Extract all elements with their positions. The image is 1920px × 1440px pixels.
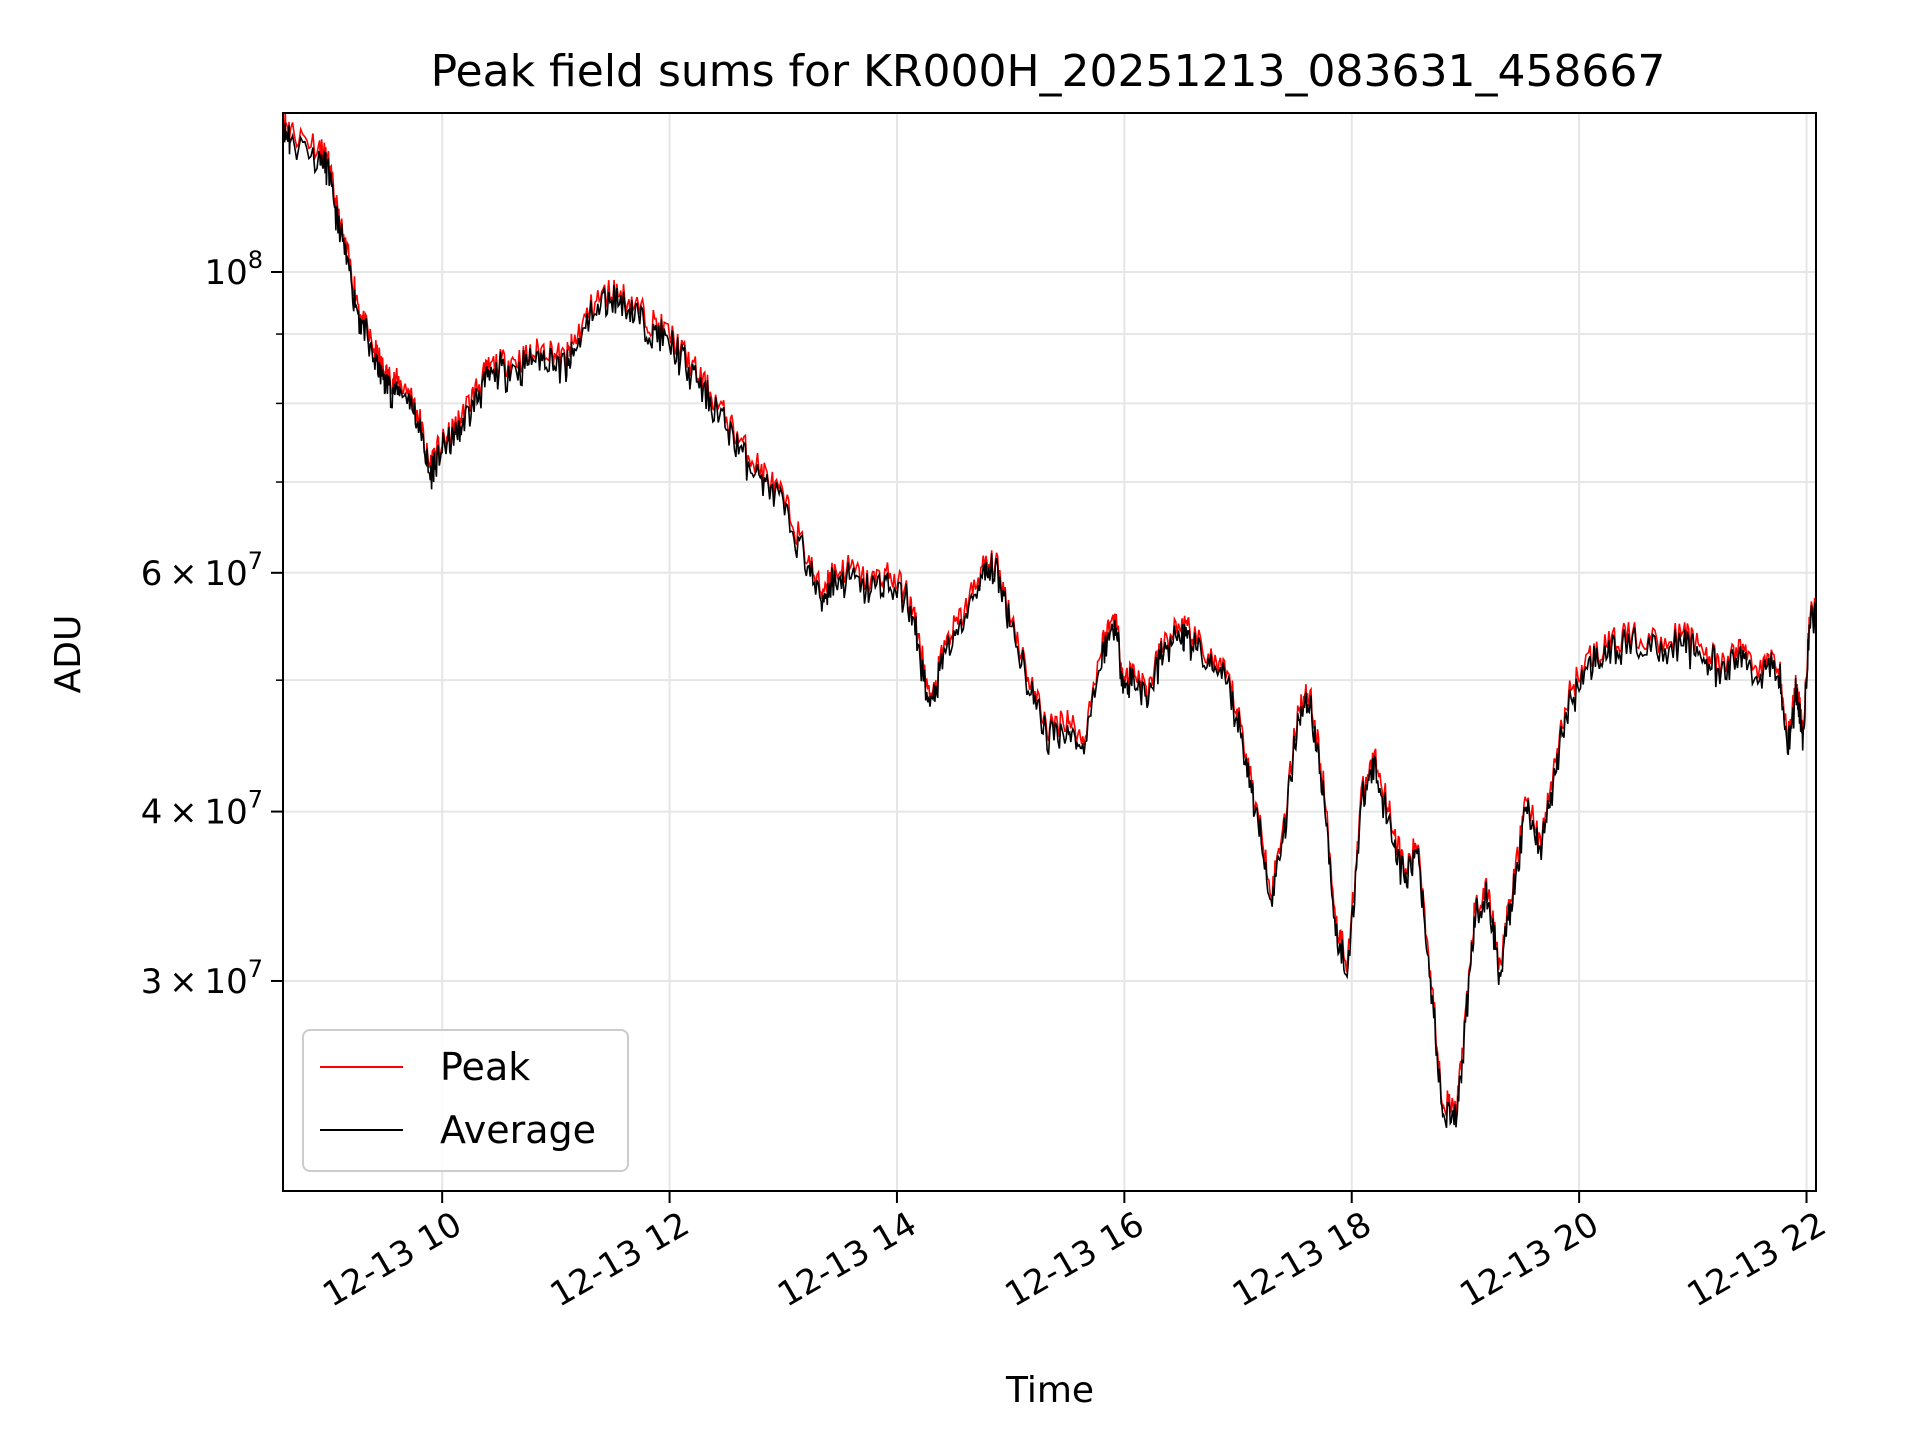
x-axis-label: Time — [1005, 1370, 1094, 1411]
peak-series-line — [283, 113, 1816, 1120]
grid — [283, 113, 1816, 1191]
x-axis: 12-13 10 12-13 12 12-13 14 12-13 16 12-13 18… — [316, 1191, 1833, 1315]
x-tick-label: 12-13 16 — [998, 1204, 1150, 1315]
x-tick-label: 12-13 10 — [316, 1204, 468, 1315]
legend-average-label: Average — [440, 1108, 596, 1152]
legend-peak-label: Peak — [440, 1045, 530, 1089]
y-tick-label: 108 — [204, 246, 263, 293]
legend: Peak Average — [302, 1029, 629, 1172]
y-axis: 108 6 × 107 4 × 107 3 × 107 — [141, 246, 283, 1002]
series-lines — [283, 113, 1816, 1129]
y-axis-label: ADU — [48, 615, 89, 694]
x-tick-label: 12-13 20 — [1453, 1204, 1605, 1315]
x-tick-label: 12-13 12 — [544, 1204, 696, 1315]
y-tick-label: 4 × 107 — [141, 786, 263, 833]
y-tick-label: 3 × 107 — [141, 955, 263, 1002]
x-tick-label: 12-13 14 — [771, 1204, 923, 1315]
x-tick-label: 12-13 22 — [1681, 1204, 1833, 1315]
y-tick-label: 6 × 107 — [141, 547, 263, 594]
average-series-line — [283, 122, 1816, 1129]
x-tick-label: 12-13 18 — [1226, 1204, 1378, 1315]
chart-title: Peak field sums for KR000H_20251213_0836… — [431, 46, 1666, 97]
legend-box — [302, 1029, 629, 1172]
plot-area-frame — [282, 112, 1817, 1192]
